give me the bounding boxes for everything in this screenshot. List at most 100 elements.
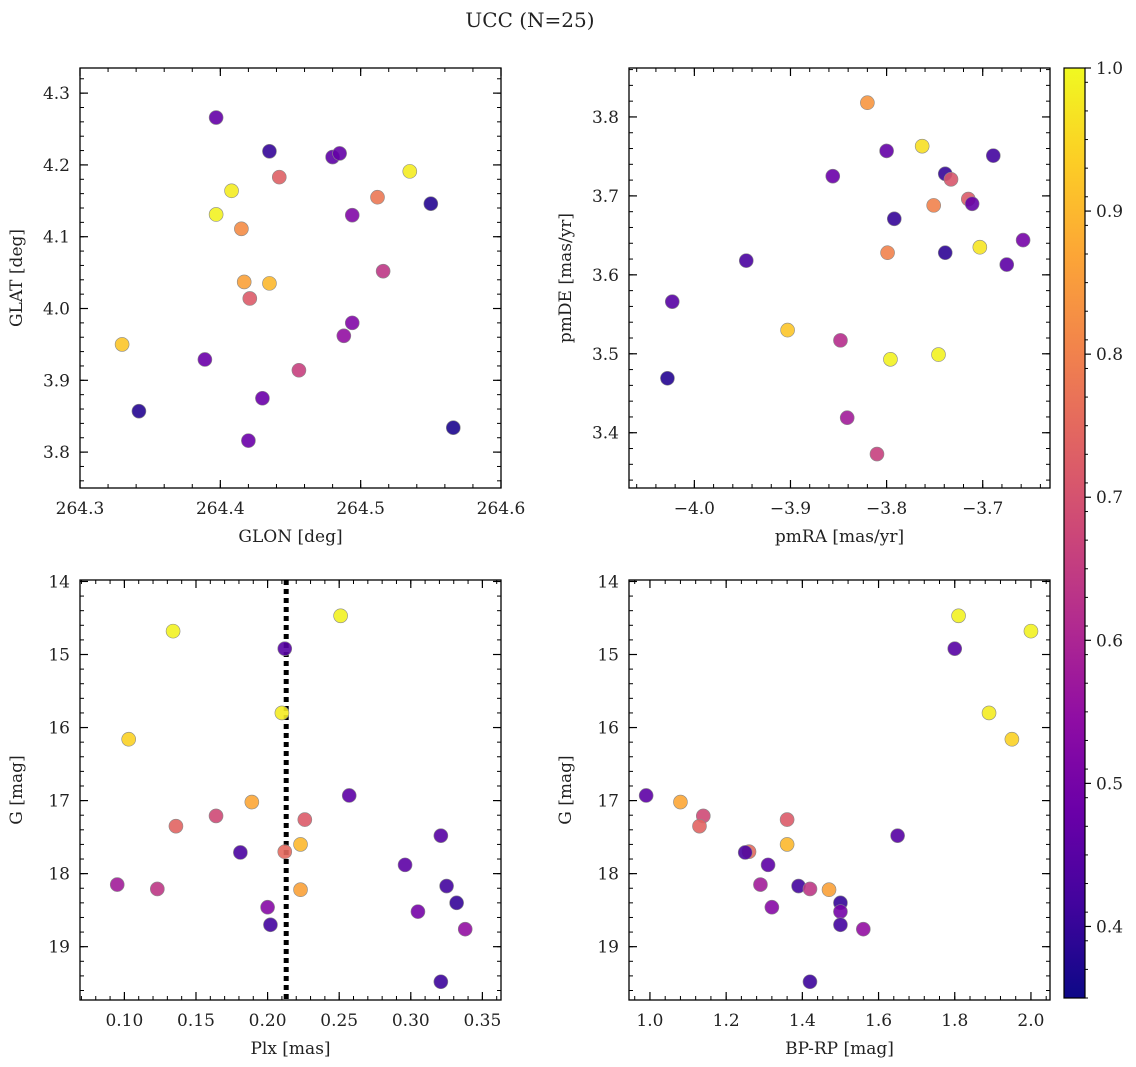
data-point: [839, 410, 855, 426]
data-point: [660, 370, 675, 386]
data-point: [931, 347, 946, 362]
y-tick-label: 3.6: [592, 266, 619, 286]
data-point: [433, 974, 449, 990]
data-point: [964, 196, 980, 212]
data-point: [673, 794, 688, 810]
data-point: [114, 337, 130, 352]
y-axis-label: G [mag]: [556, 755, 576, 824]
data-point: [375, 263, 391, 279]
data-point: [880, 245, 895, 261]
x-tick-label: −3.8: [866, 499, 907, 519]
data-point: [244, 794, 260, 810]
data-point: [410, 904, 426, 919]
data-point: [397, 857, 413, 873]
data-point: [165, 623, 181, 639]
data-point: [402, 164, 418, 179]
data-point: [664, 294, 680, 309]
data-point: [262, 276, 277, 291]
data-point: [445, 420, 461, 435]
x-tick-label: −4.0: [674, 499, 715, 519]
y-tick-label: 3.4: [592, 424, 619, 444]
x-tick-label: 2.0: [1017, 1011, 1044, 1031]
data-point: [208, 207, 224, 222]
y-axis-label: pmDE [mas/yr]: [556, 213, 576, 343]
data-point: [423, 196, 439, 211]
axes-frame: [628, 579, 1051, 1001]
data-point: [293, 837, 308, 852]
data-point: [241, 433, 256, 448]
data-point: [344, 207, 360, 223]
x-tick-label: −3.7: [962, 499, 1003, 519]
data-point: [262, 143, 277, 159]
x-tick-label: 264.6: [477, 499, 526, 519]
colorbar: 0.4 0.5 0.6 0.7 0.8 0.9 1.0: [1063, 59, 1123, 999]
data-point: [131, 403, 147, 419]
y-tick-label: 3.8: [592, 108, 619, 128]
y-axis-label: GLAT [deg]: [7, 229, 27, 327]
plx-g-panel: 0.10 0.15 0.20 0.25 0.30 0.35 14 15 16 17 18 19 Plx …: [7, 572, 502, 1059]
data-point: [947, 641, 963, 656]
data-point: [333, 608, 348, 624]
data-point: [833, 904, 848, 919]
data-point: [999, 257, 1015, 272]
data-point: [879, 143, 894, 159]
y-tick-label: 17: [48, 792, 70, 812]
data-point: [833, 333, 848, 348]
data-point: [1023, 623, 1039, 639]
figure-title: UCC (N=25): [465, 8, 594, 32]
x-tick-label: 264.5: [336, 499, 385, 519]
data-point: [802, 974, 818, 990]
data-point: [271, 169, 287, 185]
y-tick-label: 3.9: [43, 371, 70, 391]
y-tick-label: 3.7: [592, 187, 619, 207]
data-point: [208, 808, 224, 824]
x-tick-label: 0.30: [392, 1011, 430, 1031]
x-tick-label: 1.0: [636, 1011, 663, 1031]
x-tick-label: 1.4: [789, 1011, 816, 1031]
pm-panel: −4.0 −3.9 −3.8 −3.7 3.4 3.5 3.6 3.7 3.8 pmRA [mas…: [556, 67, 1051, 547]
data-point: [937, 245, 953, 261]
y-tick-label: 14: [597, 572, 619, 592]
glon-glat-panel: 264.3 264.4 264.5 264.6 3.8 3.9 4.0 4.1 4.2 4.3 GL…: [7, 67, 526, 547]
x-tick-label: 1.2: [713, 1011, 740, 1031]
data-point: [985, 148, 1001, 163]
colorbar-tick-label: 0.8: [1096, 345, 1123, 365]
data-point: [168, 818, 184, 834]
data-point: [274, 705, 290, 721]
y-tick-label: 19: [48, 938, 70, 958]
colorbar-tick-label: 0.9: [1096, 202, 1123, 222]
y-tick-label: 16: [597, 719, 619, 739]
x-tick-label: 264.3: [56, 499, 105, 519]
data-point: [886, 211, 902, 227]
data-point: [638, 788, 654, 803]
data-point: [260, 899, 275, 915]
data-point: [293, 882, 308, 898]
data-point: [981, 705, 997, 721]
y-tick-label: 4.2: [43, 156, 70, 176]
data-point: [341, 788, 357, 803]
x-tick-label: 0.35: [463, 1011, 501, 1031]
data-point: [336, 328, 352, 344]
data-point: [150, 881, 165, 897]
x-axis-label: pmRA [mas/yr]: [775, 527, 904, 547]
data-point: [926, 198, 941, 213]
data-point: [738, 253, 754, 268]
data-point: [236, 274, 252, 290]
colorbar-gradient: [1063, 67, 1086, 999]
data-point: [121, 731, 136, 747]
data-point: [457, 921, 473, 937]
x-tick-label: 264.4: [196, 499, 245, 519]
y-tick-label: 18: [48, 865, 70, 885]
data-point: [197, 352, 213, 367]
y-tick-label: 18: [597, 865, 619, 885]
data-point: [439, 878, 454, 894]
axes-frame: [79, 67, 502, 489]
data-point: [951, 608, 966, 624]
axes-frame: [79, 579, 502, 1001]
x-tick-label: 1.6: [865, 1011, 892, 1031]
data-point: [825, 168, 841, 184]
axes-frame: [628, 67, 1051, 489]
data-point: [869, 446, 885, 462]
data-point: [883, 352, 898, 367]
